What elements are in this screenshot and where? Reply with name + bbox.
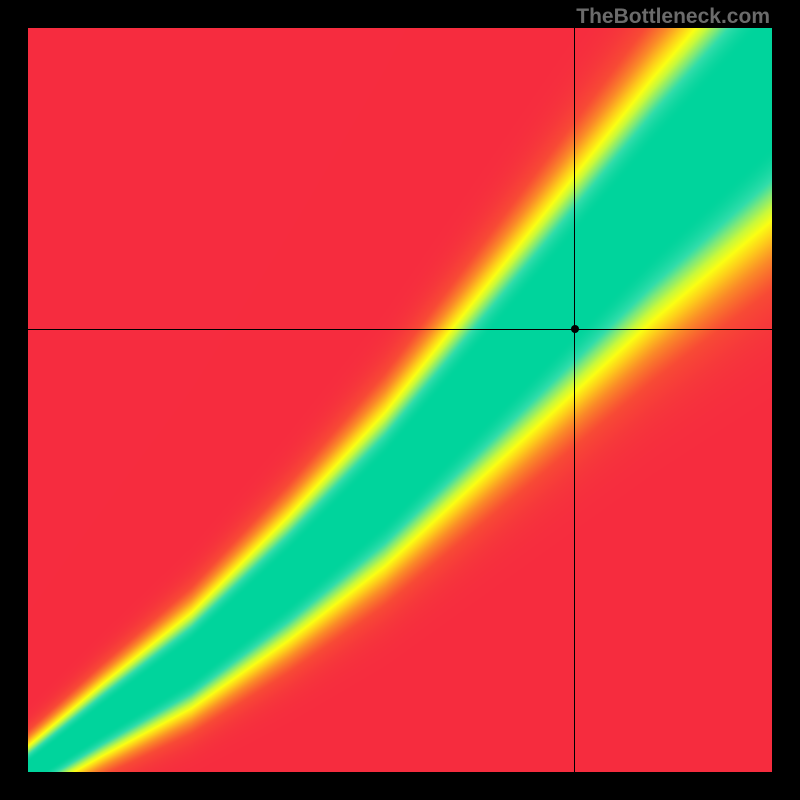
bottleneck-heatmap [28, 28, 772, 772]
crosshair-horizontal [28, 329, 772, 330]
chart-container: TheBottleneck.com [0, 0, 800, 800]
crosshair-vertical [574, 28, 575, 772]
watermark-text: TheBottleneck.com [576, 5, 770, 29]
